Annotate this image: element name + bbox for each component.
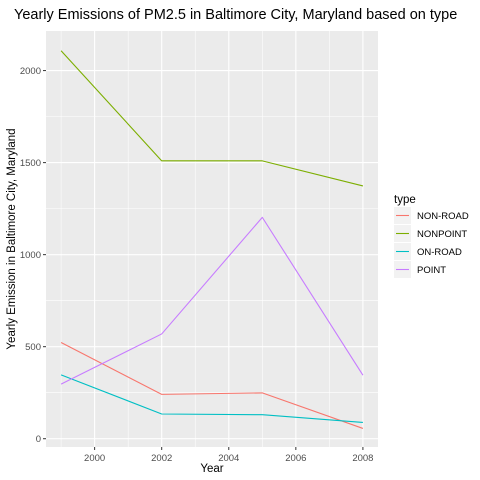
y-tick-label: 0	[36, 434, 41, 445]
chart-title: Yearly Emissions of PM2.5 in Baltimore C…	[14, 7, 457, 23]
x-tick-label: 2000	[84, 453, 105, 464]
series-lines	[60, 50, 364, 429]
legend-item-nonpoint: NONPOINT	[394, 225, 467, 242]
x-tick-label: 2002	[151, 453, 172, 464]
x-tick-label: 2008	[352, 453, 373, 464]
y-tick-label: 500	[25, 342, 41, 353]
legend-label: POINT	[417, 265, 446, 276]
legend-label: NONPOINT	[417, 229, 467, 240]
series-line-nonpoint	[60, 50, 364, 187]
legend-item-point: POINT	[394, 261, 446, 278]
legend-item-non-road: NON-ROAD	[394, 207, 469, 224]
legend-items: NON-ROAD NONPOINT ON-ROAD POINT	[394, 207, 469, 278]
series-line-point	[60, 216, 364, 385]
legend-label: NON-ROAD	[417, 211, 469, 222]
y-axis-title: Yearly Emission in Baltimore City, Maryl…	[6, 128, 18, 349]
y-tick-label: 2000	[20, 66, 41, 77]
plot-panel	[46, 31, 378, 447]
axis-ticks	[43, 70, 364, 450]
y-tick-label: 1000	[20, 250, 41, 261]
minor-gridlines	[46, 31, 378, 447]
series-line-on-road	[60, 374, 363, 424]
major-gridlines	[46, 31, 378, 447]
series-line-non-road	[60, 341, 364, 429]
legend-title: type	[394, 194, 416, 206]
x-tick-label: 2004	[218, 453, 239, 464]
tick-labels: 2000 2002 2004 2006 2008 0 500 1000 1500 2000	[20, 66, 374, 464]
y-tick-label: 1500	[20, 158, 41, 169]
x-axis-title: Year	[200, 463, 223, 475]
legend-item-on-road: ON-ROAD	[394, 243, 462, 260]
x-tick-label: 2006	[285, 453, 306, 464]
legend-label: ON-ROAD	[417, 247, 462, 258]
legend: type NON-ROAD NONPOINT ON-ROAD POINT	[394, 194, 469, 278]
